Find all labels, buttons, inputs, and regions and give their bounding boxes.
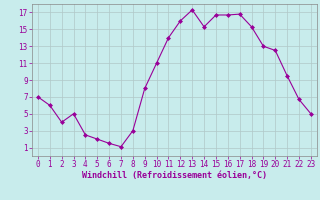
X-axis label: Windchill (Refroidissement éolien,°C): Windchill (Refroidissement éolien,°C): [82, 171, 267, 180]
